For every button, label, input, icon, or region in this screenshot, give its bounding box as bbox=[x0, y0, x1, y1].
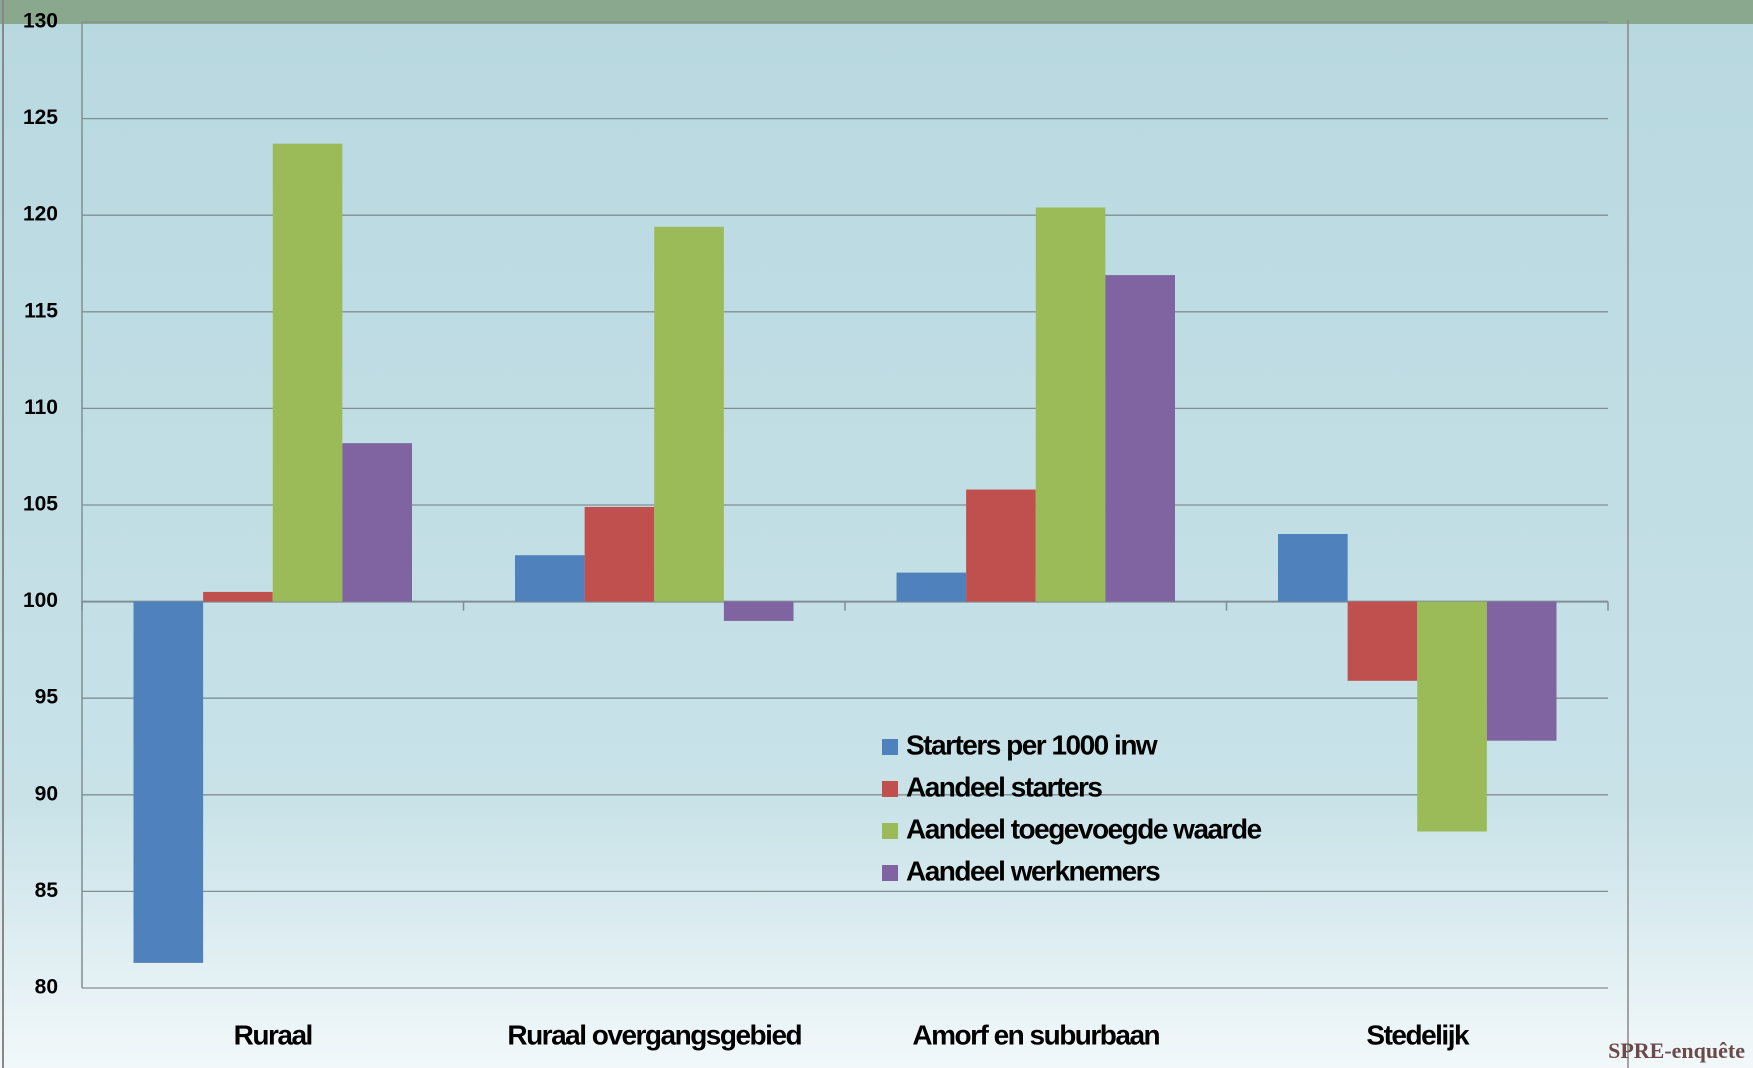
y-tick-label: 90 bbox=[35, 782, 58, 805]
source-note: SPRE-enquête bbox=[1608, 1038, 1745, 1063]
y-tick-label: 115 bbox=[24, 299, 58, 322]
bar bbox=[896, 572, 967, 602]
y-tick-label: 95 bbox=[35, 686, 59, 709]
top-band bbox=[0, 0, 1753, 24]
y-tick-label: 110 bbox=[24, 396, 58, 419]
y-tick-label: 100 bbox=[23, 589, 58, 612]
bar bbox=[584, 506, 655, 602]
bar bbox=[1278, 533, 1348, 602]
legend-label: Aandeel werknemers bbox=[906, 855, 1160, 886]
legend-swatch bbox=[882, 781, 898, 797]
bar bbox=[342, 443, 412, 602]
y-tick-label: 80 bbox=[35, 976, 58, 999]
y-tick-label: 125 bbox=[23, 106, 58, 129]
legend-label: Aandeel toegevoegde waarde bbox=[906, 813, 1262, 844]
bar bbox=[203, 591, 273, 602]
legend-swatch bbox=[882, 865, 898, 881]
bar bbox=[1417, 601, 1487, 832]
bar bbox=[515, 555, 585, 602]
bar bbox=[1035, 207, 1106, 602]
bar bbox=[133, 601, 204, 963]
y-tick-label: 130 bbox=[23, 10, 58, 33]
bar bbox=[1486, 601, 1557, 741]
bar bbox=[723, 601, 794, 621]
bar bbox=[1347, 601, 1418, 681]
x-tick-label: Amorf en suburbaan bbox=[912, 1019, 1159, 1050]
x-tick-label: Stedelijk bbox=[1366, 1019, 1470, 1050]
x-tick-label: Ruraal overgangsgebied bbox=[507, 1019, 801, 1050]
bar bbox=[272, 143, 343, 602]
bar bbox=[654, 226, 724, 602]
y-tick-label: 105 bbox=[23, 493, 58, 516]
legend-swatch bbox=[882, 823, 898, 839]
y-tick-label: 85 bbox=[35, 879, 59, 902]
y-tick-label: 120 bbox=[23, 203, 58, 226]
bar bbox=[1105, 275, 1175, 602]
legend-swatch bbox=[882, 739, 898, 755]
legend-label: Aandeel starters bbox=[906, 771, 1102, 802]
x-tick-label: Ruraal bbox=[234, 1019, 312, 1050]
bar bbox=[966, 489, 1036, 602]
legend-label: Starters per 1000 inw bbox=[906, 729, 1158, 760]
